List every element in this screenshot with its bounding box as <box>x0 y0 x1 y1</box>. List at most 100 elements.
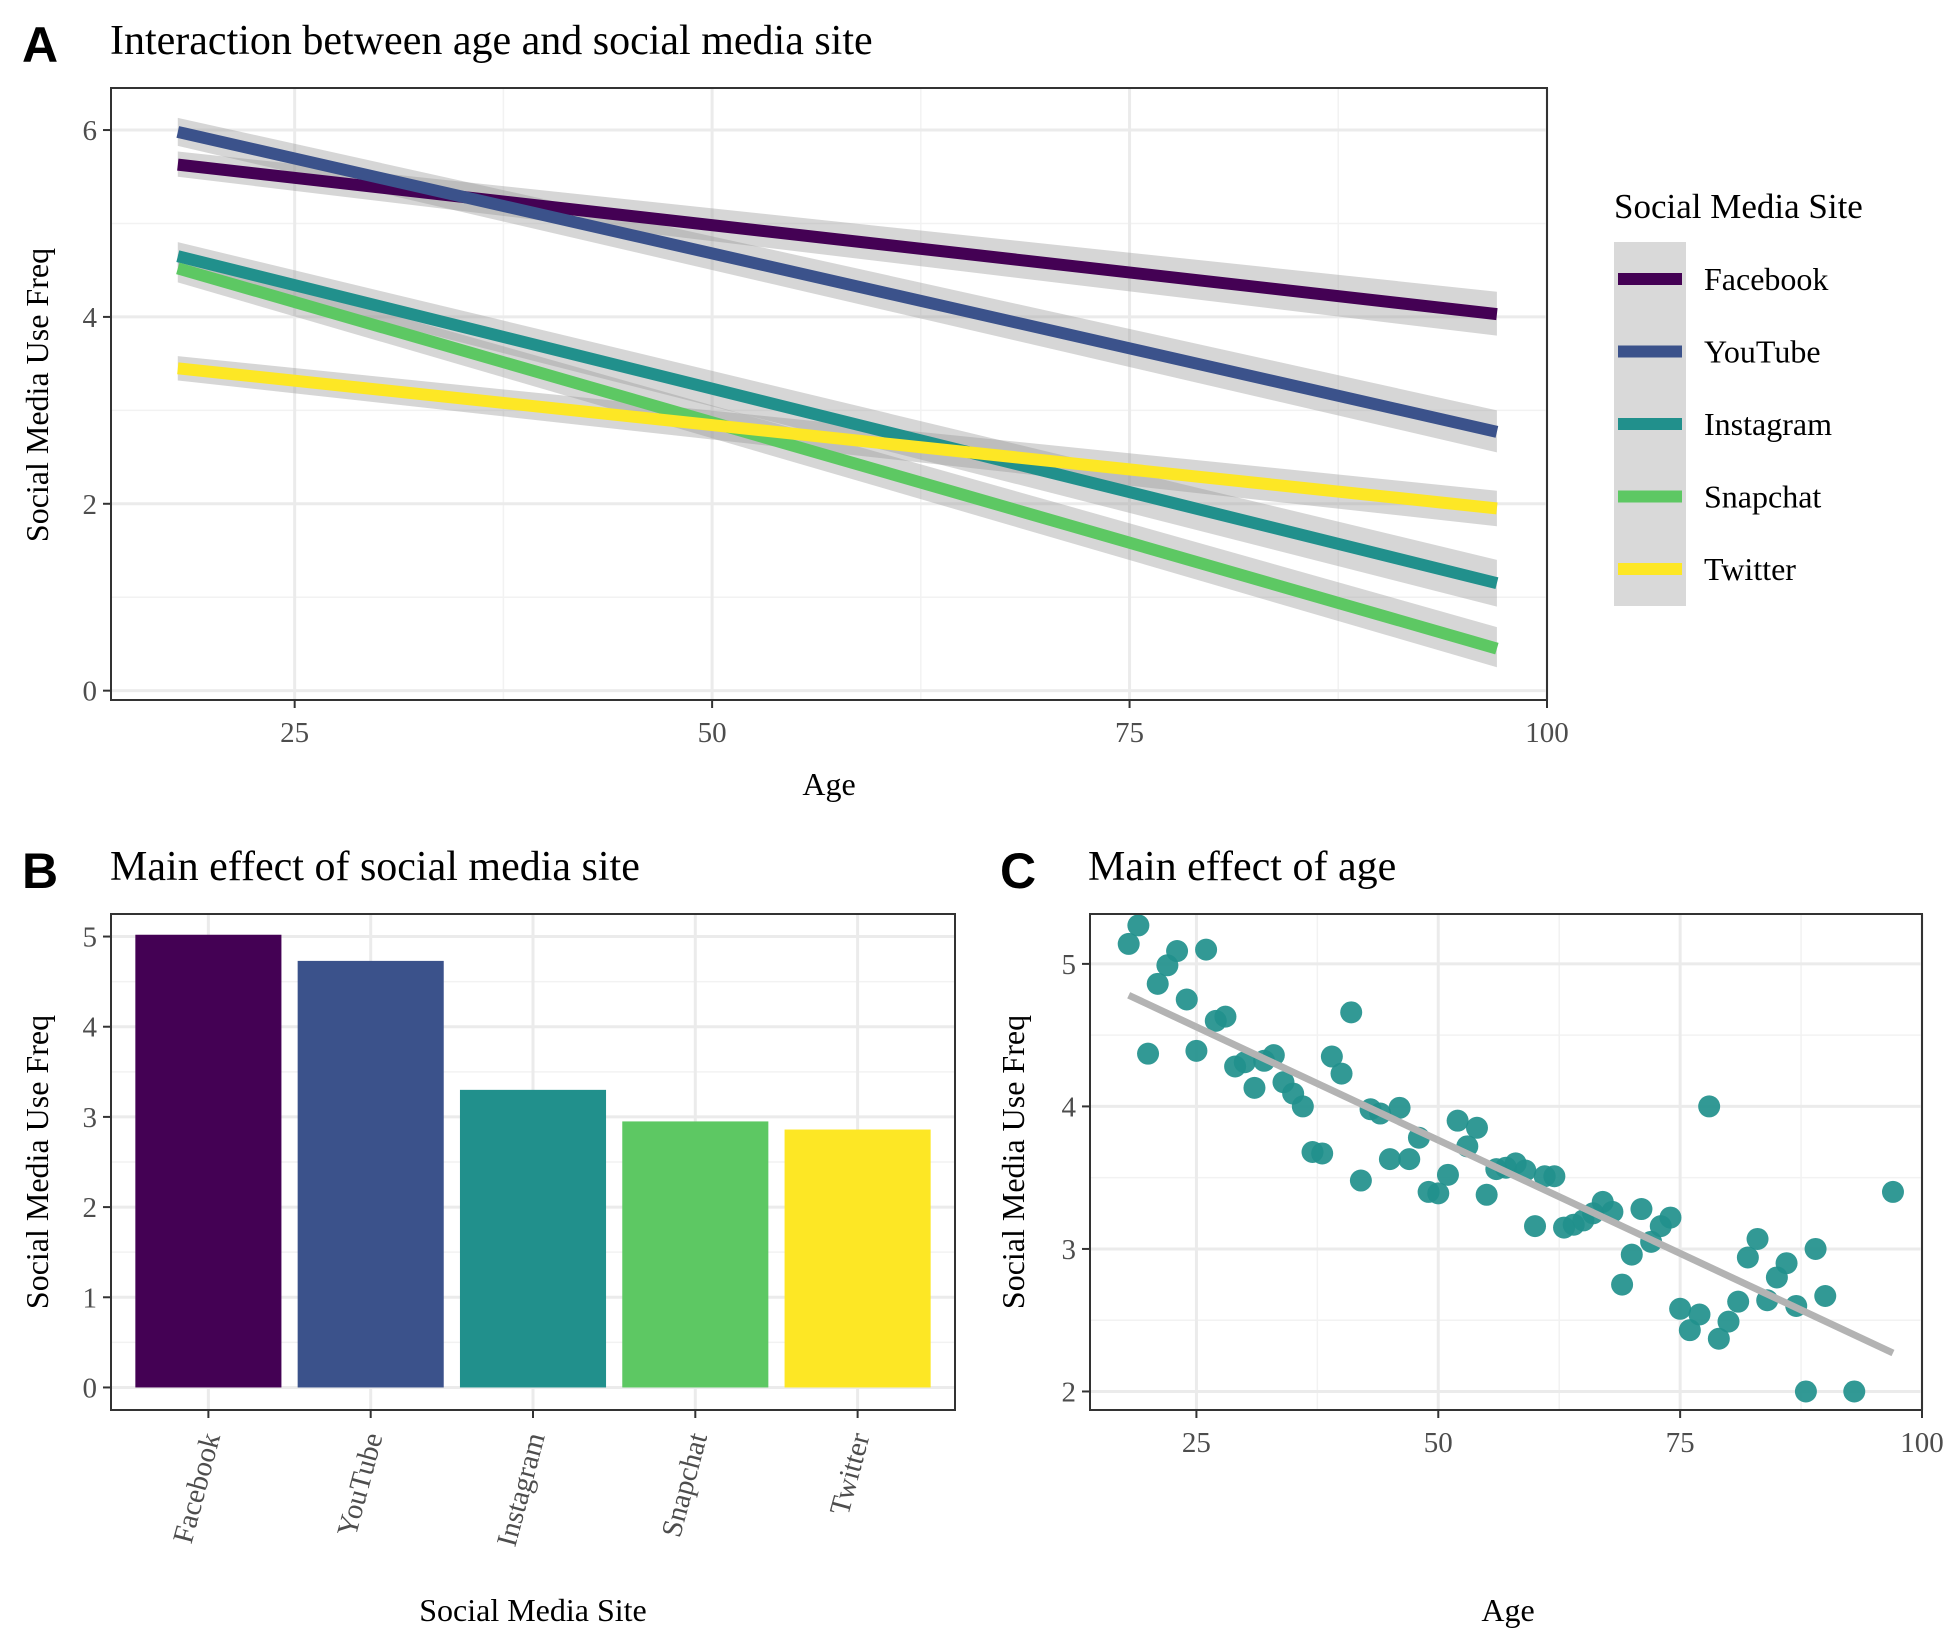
x-tick-label-snapchat: Snapchat <box>656 1430 714 1541</box>
data-point <box>1669 1297 1692 1320</box>
panel-letter-b: B <box>22 843 58 899</box>
y-tick-label: 0 <box>83 676 98 708</box>
x-tick-label: 100 <box>1900 1427 1944 1459</box>
panel-b-x-axis-title: Social Media Site <box>419 1592 647 1628</box>
y-tick-label: 1 <box>83 1282 98 1314</box>
data-point <box>1340 1001 1363 1024</box>
data-point <box>1330 1062 1353 1085</box>
data-point <box>1746 1227 1769 1250</box>
data-point <box>1843 1380 1866 1403</box>
data-point <box>1117 932 1140 955</box>
panel-a: A Interaction between age and social med… <box>19 17 1863 802</box>
data-point <box>1465 1116 1488 1139</box>
x-tick-label: 25 <box>1182 1427 1211 1459</box>
y-tick-label: 4 <box>83 1012 98 1044</box>
data-point <box>1427 1182 1450 1205</box>
legend-label-snapchat: Snapchat <box>1704 479 1821 515</box>
data-point <box>1291 1095 1314 1118</box>
y-tick-label: 4 <box>1062 1091 1077 1123</box>
data-point <box>1320 1045 1343 1068</box>
panel-b-bars <box>135 934 931 1388</box>
panel-c-x-ticks: 25 50 75 100 <box>1182 1410 1944 1459</box>
data-point <box>1775 1252 1798 1275</box>
legend-title: Social Media Site <box>1614 187 1863 226</box>
panel-b-y-ticks: 0 1 2 3 4 5 <box>83 922 111 1404</box>
x-tick-label: 75 <box>1666 1427 1695 1459</box>
data-point <box>1475 1183 1498 1206</box>
data-point <box>1166 940 1189 963</box>
bar-snapchat <box>622 1121 769 1388</box>
panel-c-grid <box>1090 914 1924 1410</box>
x-tick-label: 100 <box>1525 717 1569 749</box>
data-point <box>1620 1243 1643 1266</box>
data-point <box>1881 1180 1904 1203</box>
data-point <box>1707 1327 1730 1350</box>
legend-label-instagram: Instagram <box>1704 406 1832 442</box>
panel-a-y-axis-title: Social Media Use Freq <box>19 248 55 542</box>
series-line-twitter <box>177 362 1498 515</box>
y-tick-label: 4 <box>83 302 98 334</box>
series-line-snapchat <box>176 262 1499 655</box>
bar-youtube <box>297 960 444 1388</box>
x-tick-label: 75 <box>1115 717 1144 749</box>
bar-instagram <box>459 1089 607 1388</box>
data-point <box>1378 1148 1401 1171</box>
bar-facebook <box>135 934 282 1388</box>
bar-twitter <box>784 1129 931 1388</box>
legend-label-youtube: YouTube <box>1704 334 1821 370</box>
data-point <box>1794 1380 1817 1403</box>
panel-c-trend <box>1127 992 1895 1357</box>
y-tick-label: 6 <box>83 115 98 147</box>
trend-line <box>1127 992 1895 1357</box>
y-tick-label: 5 <box>1062 949 1077 981</box>
panel-b-y-axis-title: Social Media Use Freq <box>19 1015 55 1309</box>
legend-label-facebook: Facebook <box>1704 261 1828 297</box>
data-point <box>1543 1165 1566 1188</box>
data-point <box>1195 938 1218 961</box>
data-point <box>1814 1284 1837 1307</box>
x-tick-label: 50 <box>698 717 727 749</box>
data-point <box>1804 1237 1827 1260</box>
data-point <box>1214 1005 1237 1028</box>
data-point <box>1137 1042 1160 1065</box>
data-point <box>1175 988 1198 1011</box>
y-tick-label: 0 <box>83 1372 98 1404</box>
y-tick-label: 2 <box>83 489 98 521</box>
x-tick-label: 50 <box>1424 1427 1453 1459</box>
y-tick-label: 2 <box>1062 1376 1077 1408</box>
data-point <box>1388 1096 1411 1119</box>
data-point <box>1688 1303 1711 1326</box>
data-point <box>1727 1290 1750 1313</box>
x-tick-label: 25 <box>280 717 309 749</box>
data-point <box>1146 972 1169 995</box>
panel-c-y-ticks: 2 3 4 5 <box>1062 949 1090 1408</box>
panel-a-y-ticks: 0 2 4 6 <box>83 115 111 708</box>
panel-c-y-axis-title: Social Media Use Freq <box>995 1015 1031 1309</box>
y-tick-label: 3 <box>83 1102 98 1134</box>
data-point <box>1524 1215 1547 1238</box>
x-tick-label-instagram: Instagram <box>491 1429 552 1550</box>
panel-letter-a: A <box>22 17 58 73</box>
data-point <box>1698 1095 1721 1118</box>
data-point <box>1398 1148 1421 1171</box>
series-line-instagram <box>176 250 1499 590</box>
data-point <box>1349 1169 1372 1192</box>
x-tick-label-twitter: Twitter <box>824 1429 877 1518</box>
panel-a-title: Interaction between age and social media… <box>110 18 873 64</box>
panel-b: B Main effect of social media site Faceb… <box>19 843 956 1628</box>
data-point <box>1185 1039 1208 1062</box>
panel-c-border <box>1089 913 1923 1411</box>
data-point <box>1678 1319 1701 1342</box>
panel-c-title: Main effect of age <box>1088 844 1396 890</box>
data-point <box>1446 1109 1469 1132</box>
panel-a-x-axis-title: Age <box>802 766 855 802</box>
panel-a-lines <box>176 126 1499 655</box>
data-point <box>1736 1246 1759 1269</box>
y-tick-label: 3 <box>1062 1234 1077 1266</box>
panel-letter-c: C <box>1000 843 1036 899</box>
panel-a-x-ticks: 25 50 75 100 <box>280 700 1569 749</box>
data-point <box>1630 1198 1653 1221</box>
panel-c-x-axis-title: Age <box>1481 1592 1534 1628</box>
